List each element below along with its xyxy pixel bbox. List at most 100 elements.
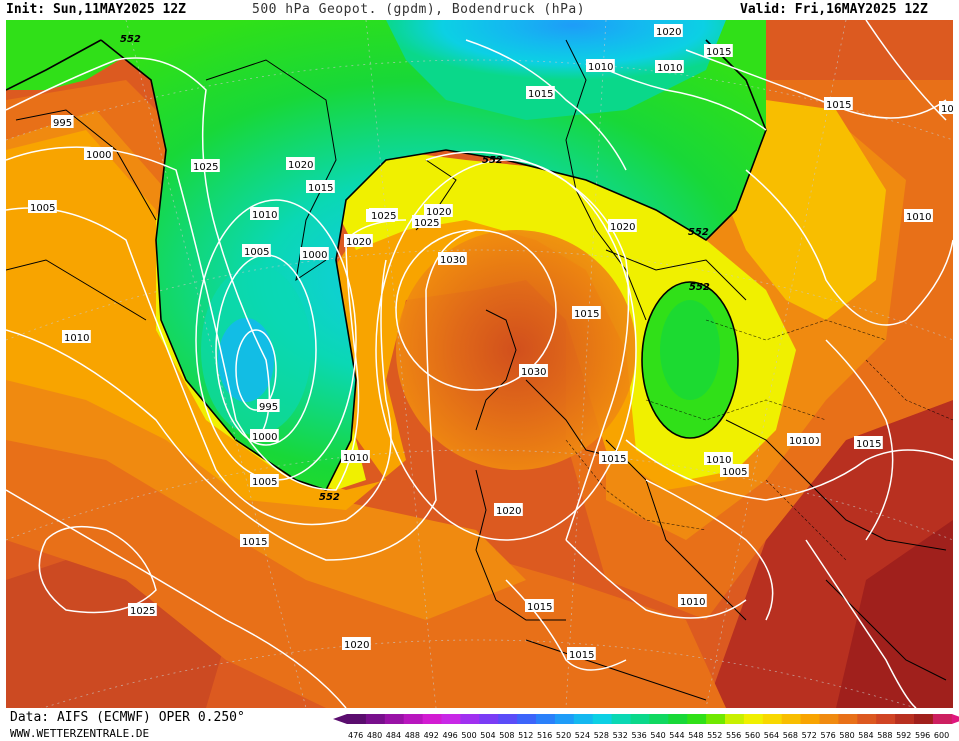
legend-swatch [384,714,405,724]
pressure-label-text: 10 [941,104,953,115]
pressure-label-text: 1005 [722,467,747,478]
isobar-label: 1030 [519,364,548,378]
pressure-label-text: 1030 [521,367,546,378]
geopotential-label: 552 [120,34,141,45]
pressure-label-text: 552 [689,282,710,293]
legend-value: 600 [934,731,949,740]
legend-swatch [706,714,726,724]
legend-value: 572 [802,731,817,740]
legend-swatch [592,714,613,724]
legend-swatch [498,714,518,724]
pressure-label-text: 552 [482,155,503,166]
pressure-label-text: 1020 [496,506,521,517]
pressure-label-text: 1020 [656,27,681,38]
isobar-label: 1015 [824,97,853,111]
geopotential-label: 552 [319,492,340,503]
pressure-label-text: 1015 [826,100,851,111]
pressure-label-text: 1000 [302,250,327,261]
pressure-label-text: 1010 [657,63,682,74]
pressure-label-text: 1020 [426,207,451,218]
legend-swatch [347,714,367,724]
legend-value: 548 [688,731,703,740]
legend-value: 520 [556,731,571,740]
isobar-label: 1015 [567,647,596,661]
legend-value: 532 [613,731,628,740]
pressure-label-text: 995 [259,402,278,413]
legend-swatch [649,714,669,724]
isobar-label: 1020 [286,157,315,171]
geopotential-label: 552 [688,227,709,238]
legend-value: 592 [896,731,911,740]
isobar-label: 1010 [586,59,615,73]
website-url: WWW.WETTERZENTRALE.DE [10,727,150,740]
legend-value: 492 [424,731,439,740]
isobar-label: 1020 [494,503,523,517]
isobar-label: 1010 [787,433,816,447]
legend-swatch [517,714,537,724]
legend-swatch [554,714,575,724]
pressure-label-text: 1010 [252,210,277,221]
country-borders [565,319,953,561]
init-time: Init: Sun,11MAY2025 12Z [6,2,187,17]
legend-swatch [365,714,386,724]
legend-value: 556 [726,731,741,740]
legend-value: 480 [367,731,382,740]
legend-swatch [573,714,594,724]
legend-swatch [762,714,783,724]
legend-swatch [819,714,839,724]
pressure-label-text: 1020 [610,222,635,233]
legend-swatch [668,714,688,724]
legend-value: 476 [348,731,363,740]
pressure-label-text: 1020 [288,160,313,171]
legend-value: 536 [632,731,647,740]
isobars [6,20,953,708]
pressure-label-text: 1010 [64,333,89,344]
isobar-label: 1025 [412,215,441,229]
isobar-label: 1005 [28,200,57,214]
legend-value: 552 [707,731,722,740]
legend-value: 540 [650,731,665,740]
legend-swatch [876,714,896,724]
pressure-label-text: 1005 [30,203,55,214]
chart-title: 500 hPa Geopot. (gpdm), Bodendruck (hPa) [252,2,586,17]
isobar-label: 10 [939,101,953,115]
legend-swatches [333,714,959,724]
legend-swatch [687,714,707,724]
isobar-label: 1010 [62,330,91,344]
isobar-label: 1010 [250,207,279,221]
pressure-label-text: 1010 [906,212,931,223]
isobar-label: 1010 [341,450,370,464]
pressure-label-text: 1000 [252,432,277,443]
isobar-label: 1015 [572,306,601,320]
isobar-label: 1000 [300,247,329,261]
isobar-label: 1025 [128,603,157,617]
pressure-label-text: 1010 [706,455,731,466]
isobar-label: 1015 [240,534,269,548]
pressure-label-text: 1025 [130,606,155,617]
isobar-label: 1010 [704,452,733,466]
legend-value: 516 [537,731,552,740]
pressure-label-text: 552 [319,492,340,503]
isobar-label: 1015 [854,436,883,450]
pressure-label-text: 1030 [440,255,465,266]
contour-552-trough [100,39,767,491]
pressure-label-text: 1005 [252,477,277,488]
field-gold-east [726,100,886,320]
legend-swatch [781,714,802,724]
legend-swatch [479,714,499,724]
pressure-label-text: 1015 [242,537,267,548]
legend-swatch [403,714,424,724]
isobar-label: 1010 [904,209,933,223]
pressure-label-text: 1025 [371,211,396,222]
legend-value: 576 [821,731,836,740]
legend-swatch [422,714,442,724]
legend-swatch [932,714,953,724]
isobar-label: 1020 [424,204,453,218]
low-core-atlantic [218,318,274,402]
legend-value: 500 [461,731,476,740]
legend-swatch [914,714,934,724]
cutoff-low-core [660,300,720,400]
isobar-label: 1020 [344,234,373,248]
legend-arrow-right [951,714,959,724]
